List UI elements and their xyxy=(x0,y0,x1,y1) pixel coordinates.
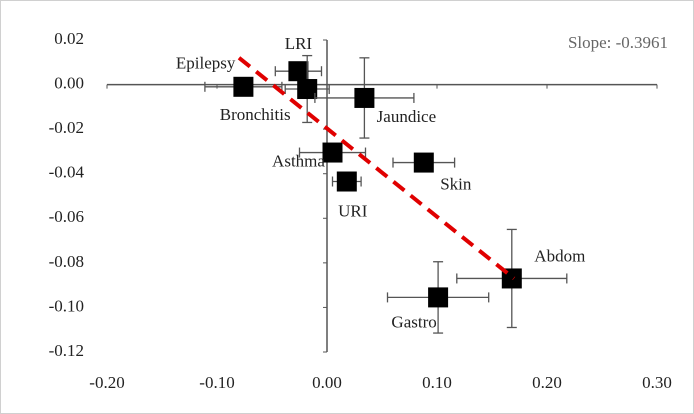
point-label: LRI xyxy=(285,34,313,53)
x-tick-label: 0.20 xyxy=(532,373,562,392)
point xyxy=(322,142,343,163)
x-tick-label: -0.20 xyxy=(89,373,124,392)
point-label: Abdom xyxy=(534,246,585,265)
point xyxy=(233,76,254,97)
y-tick-label: -0.02 xyxy=(49,118,84,137)
point xyxy=(354,87,375,108)
x-tick-label: 0.10 xyxy=(422,373,452,392)
x-tick-label: -0.10 xyxy=(199,373,234,392)
y-tick-label: -0.10 xyxy=(49,296,84,315)
point xyxy=(297,79,318,100)
point-label: Bronchitis xyxy=(220,105,291,124)
slope-annotation: Slope: -0.3961 xyxy=(568,33,668,52)
point-label: Skin xyxy=(440,174,472,193)
point-label: Epilepsy xyxy=(176,54,236,73)
point xyxy=(428,287,449,308)
y-tick-label: 0.02 xyxy=(54,29,84,48)
y-tick-label: -0.04 xyxy=(49,163,85,182)
point xyxy=(413,152,434,173)
y-tick-label: -0.06 xyxy=(49,207,84,226)
point-label: Jaundice xyxy=(377,107,436,126)
y-tick-label: 0.00 xyxy=(54,73,84,92)
point xyxy=(336,171,357,192)
point xyxy=(288,61,309,82)
x-tick-label: 0.30 xyxy=(642,373,672,392)
x-tick-label: 0.00 xyxy=(312,373,342,392)
point-label: Gastro xyxy=(391,312,436,331)
point-label: Asthma xyxy=(272,151,325,170)
point-label: URI xyxy=(338,201,368,220)
trendline xyxy=(237,56,516,281)
y-tick-label: -0.12 xyxy=(49,341,84,360)
y-tick-label: -0.08 xyxy=(49,252,84,271)
